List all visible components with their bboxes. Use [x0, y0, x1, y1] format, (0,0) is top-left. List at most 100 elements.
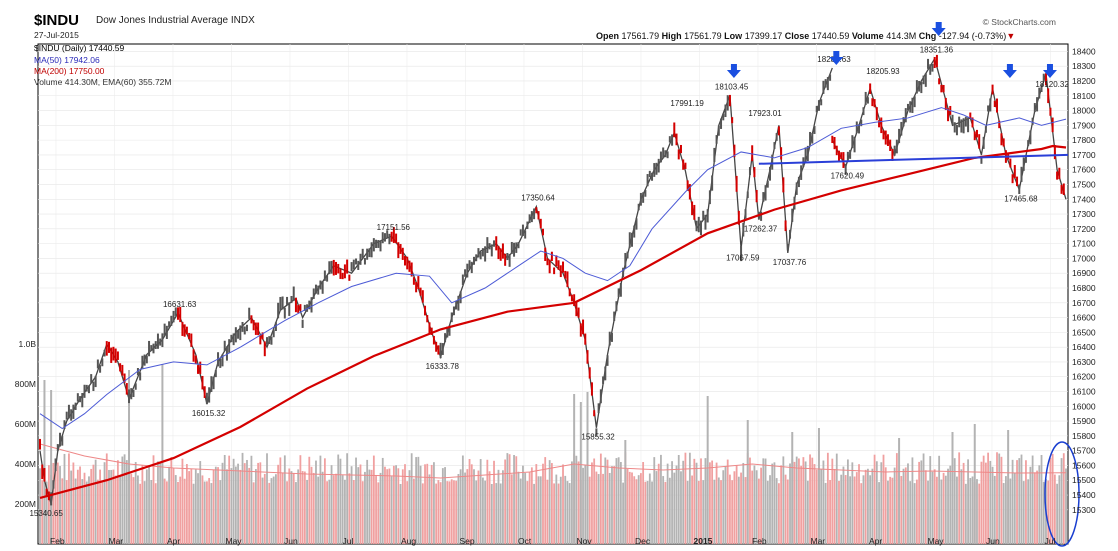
candle — [724, 104, 727, 118]
candle — [250, 315, 253, 324]
candle — [165, 325, 168, 339]
candle — [691, 201, 694, 216]
volume-bar — [326, 481, 329, 544]
candle — [610, 332, 613, 342]
candle — [662, 147, 665, 159]
price-tick-label: 17100 — [1072, 239, 1096, 249]
volume-bar — [815, 469, 818, 544]
candle — [978, 134, 981, 149]
candle — [426, 315, 429, 323]
candle — [301, 319, 304, 328]
candle — [996, 98, 999, 113]
candle — [906, 103, 909, 111]
ma200-line — [39, 144, 1067, 500]
candle — [259, 334, 262, 345]
candle — [119, 363, 122, 372]
volume-bar — [893, 467, 896, 544]
volume-bar — [780, 465, 783, 544]
volume-bar — [1047, 480, 1050, 544]
volume-bar — [577, 461, 580, 544]
volume-bar — [949, 465, 952, 544]
volume-bar — [873, 454, 876, 544]
candle — [346, 259, 349, 274]
candle — [804, 147, 807, 163]
volume-bar — [1062, 453, 1065, 544]
volume-bar — [101, 482, 104, 544]
volume-bar — [822, 460, 825, 544]
candle — [817, 100, 820, 111]
candle — [564, 270, 567, 279]
volume-bar — [864, 469, 867, 544]
candle — [261, 332, 264, 340]
month-label: Oct — [518, 536, 532, 546]
volume-bar — [548, 460, 551, 544]
candle — [644, 189, 647, 197]
volume-bar — [1038, 465, 1041, 544]
candle — [399, 244, 402, 254]
volume-bar — [691, 475, 693, 544]
price-tick-label: 17900 — [1072, 120, 1096, 130]
volume-bar — [119, 475, 122, 544]
volume-bar — [379, 472, 382, 544]
volume-bar — [1033, 472, 1036, 544]
candle — [59, 432, 62, 447]
volume-bar — [346, 453, 349, 544]
volume-bar — [426, 463, 429, 544]
volume-spike-bar — [951, 432, 954, 544]
candle — [597, 403, 600, 414]
candle — [330, 260, 333, 274]
legend-volume: Volume 414.30M, EMA(60) 355.72M — [34, 77, 172, 87]
volume-bar — [976, 479, 978, 544]
price-annotation: 17991.19 — [670, 99, 704, 108]
candle — [933, 57, 936, 69]
volume-bar — [688, 452, 691, 544]
volume-bar — [399, 483, 402, 544]
volume-bar — [568, 483, 571, 544]
candle — [107, 341, 110, 353]
volume-bar — [929, 456, 932, 544]
volume-bar — [470, 464, 473, 544]
volume-bar — [504, 459, 507, 544]
volume-bar — [61, 478, 64, 544]
volume-bar — [377, 482, 380, 544]
volume-bar — [484, 480, 487, 544]
volume-bar — [212, 469, 215, 544]
candle — [975, 129, 978, 138]
volume-bar — [829, 480, 831, 544]
candle — [263, 341, 266, 357]
candle — [1002, 138, 1005, 147]
candle — [1018, 184, 1021, 194]
volume-bar — [878, 482, 880, 544]
price-annotation: 18351.36 — [920, 46, 954, 55]
candle — [682, 159, 685, 170]
volume-bar — [1060, 458, 1063, 544]
volume-bar — [181, 458, 184, 544]
volume-bar — [682, 460, 685, 544]
volume-bar — [177, 481, 179, 544]
price-tick-label: 16100 — [1072, 387, 1096, 397]
candle — [619, 282, 622, 297]
volume-bar — [956, 476, 958, 544]
volume-bar — [430, 464, 433, 544]
volume-bar — [993, 475, 996, 544]
candle — [194, 355, 197, 364]
volume-spike-bar — [43, 380, 46, 544]
volume-bar — [640, 473, 642, 544]
candle — [308, 300, 311, 310]
volume-bar — [188, 471, 191, 544]
volume-bar — [197, 473, 199, 544]
price-tick-label: 17700 — [1072, 150, 1096, 160]
price-tick-label: 18100 — [1072, 91, 1096, 101]
volume-bar — [441, 468, 444, 544]
candle — [544, 247, 547, 261]
candle — [653, 163, 656, 177]
candle — [800, 165, 803, 180]
volume-bar — [933, 469, 936, 544]
volume-bar — [502, 470, 504, 544]
candle — [466, 263, 469, 278]
volume-bar — [506, 453, 509, 544]
volume-bar — [486, 459, 489, 544]
candle — [337, 263, 340, 274]
candle — [219, 358, 222, 368]
candle — [101, 358, 104, 367]
